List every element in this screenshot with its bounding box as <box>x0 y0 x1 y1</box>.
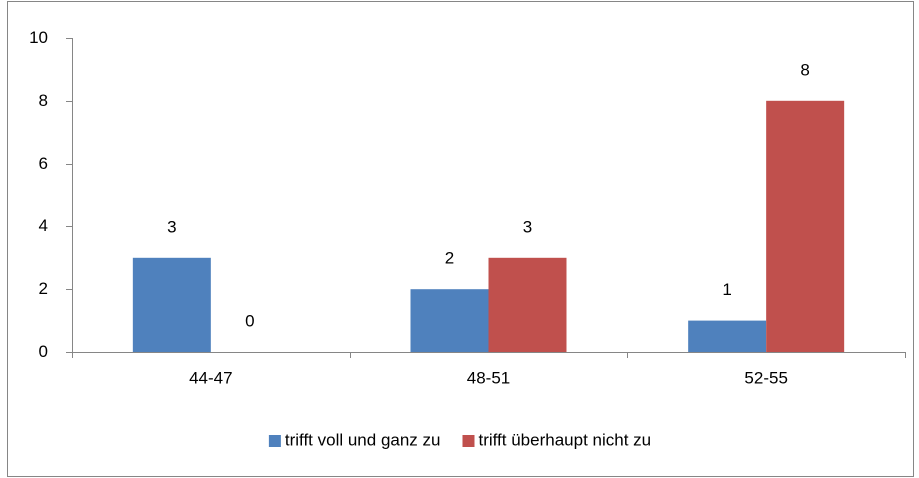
y-tick-label: 8 <box>39 91 48 110</box>
data-label: 2 <box>445 249 454 268</box>
bar <box>488 257 567 352</box>
x-tick-label: 52-55 <box>744 368 787 387</box>
data-label: 0 <box>245 311 254 330</box>
legend-label: trifft voll und ganz zu <box>285 430 441 449</box>
legend-label: trifft überhaupt nicht zu <box>478 430 651 449</box>
legend-swatch <box>462 435 475 447</box>
bar <box>132 257 211 352</box>
y-tick-label: 10 <box>29 28 48 47</box>
legend-swatch <box>268 435 281 447</box>
data-label: 3 <box>167 217 176 236</box>
data-label: 8 <box>800 60 809 79</box>
y-tick-label: 0 <box>39 342 48 361</box>
x-tick-label: 48-51 <box>467 368 510 387</box>
y-tick-label: 4 <box>39 216 48 235</box>
y-tick-label: 2 <box>39 279 48 298</box>
x-tick-label: 44-47 <box>189 368 232 387</box>
bar <box>410 289 489 352</box>
bar <box>688 320 767 352</box>
bar <box>766 100 845 352</box>
y-tick-label: 6 <box>39 154 48 173</box>
data-label: 1 <box>722 280 731 299</box>
chart-border <box>7 1 914 477</box>
data-label: 3 <box>523 217 532 236</box>
